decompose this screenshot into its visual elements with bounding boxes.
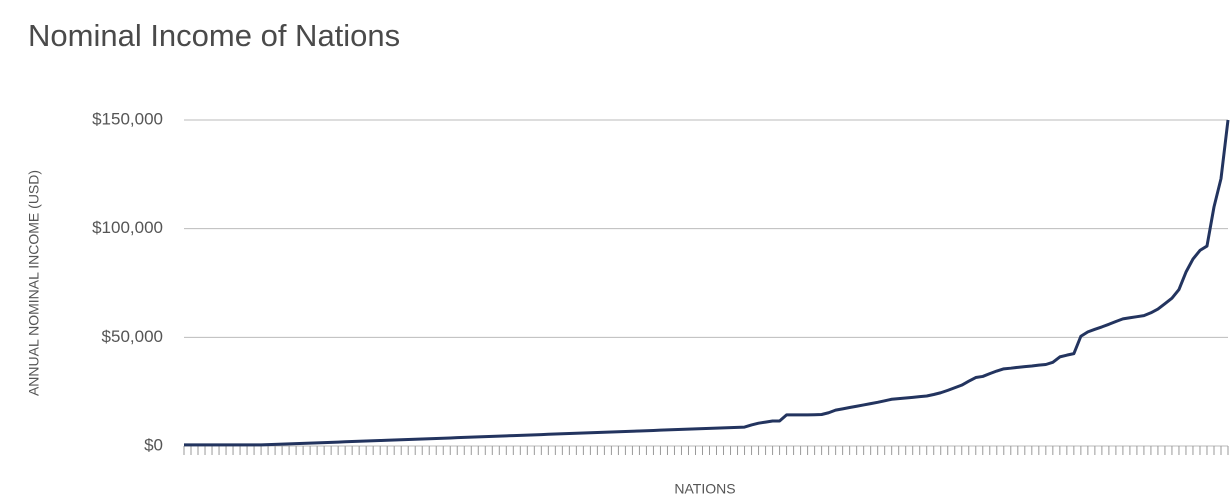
y-tick-label: $0: [144, 435, 163, 454]
y-tick-label: $150,000: [92, 109, 163, 128]
x-axis-label: NATIONS: [674, 481, 735, 497]
chart-title: Nominal Income of Nations: [28, 18, 400, 53]
y-axis-label: ANNUAL NOMINAL INCOME (USD): [26, 170, 42, 396]
y-tick-label: $50,000: [102, 327, 163, 346]
y-tick-label: $100,000: [92, 218, 163, 237]
line: [184, 119, 1230, 447]
